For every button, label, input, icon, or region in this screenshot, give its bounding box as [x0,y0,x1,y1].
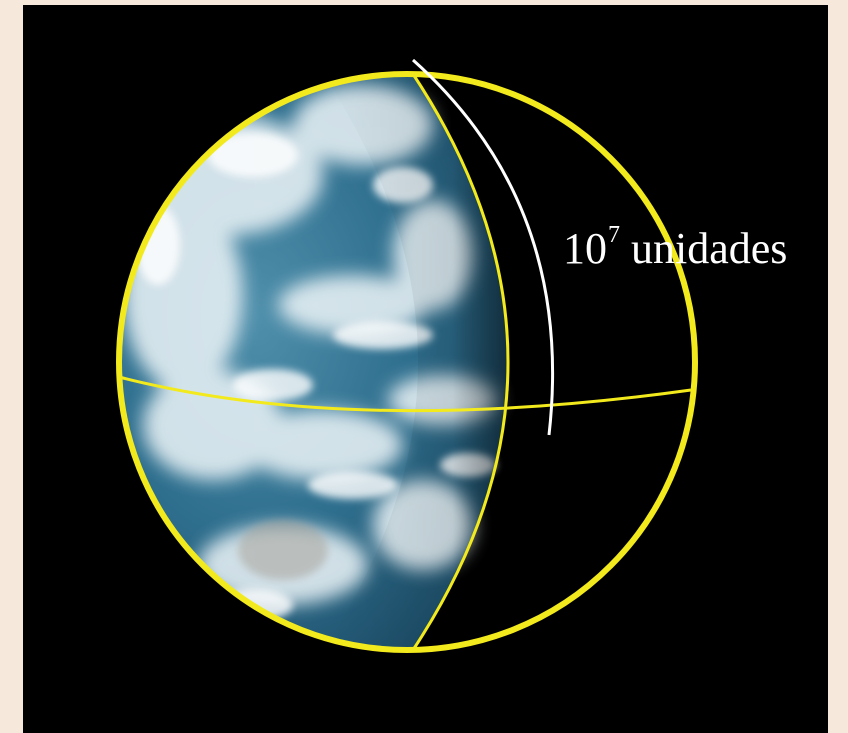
land-patch [238,520,328,580]
earth-globe [119,74,508,650]
meridian-line [411,73,510,651]
earth-diagram [116,58,698,653]
diagram-frame: 107 unidades [23,5,828,733]
equator-line [118,375,692,413]
label-unit: unidades [631,224,788,273]
globe-outline [116,71,698,653]
label-exponent: 7 [608,222,620,248]
label-base: 10 [563,224,607,273]
distance-label: 107 unidades [563,223,788,273]
quarter-meridian-arc [411,58,555,436]
